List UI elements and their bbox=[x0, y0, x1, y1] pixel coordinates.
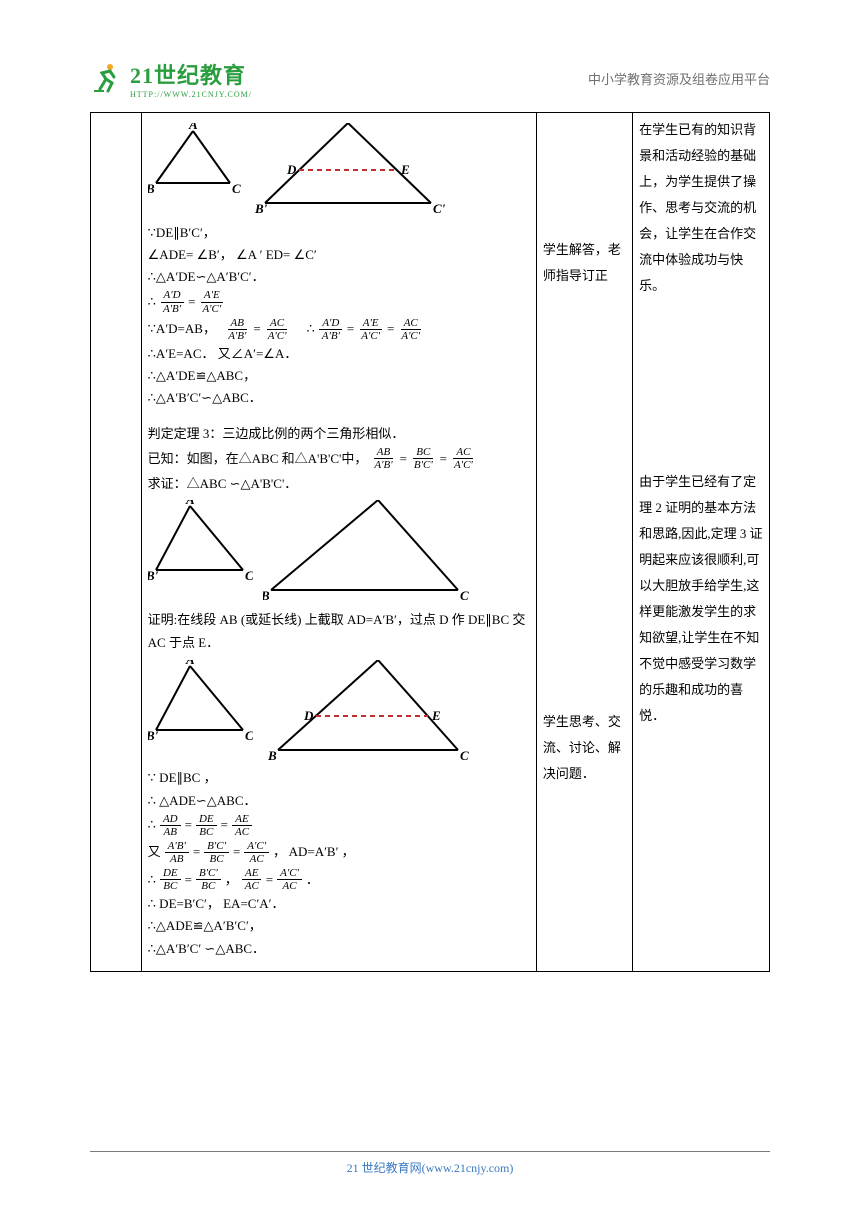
triangle-aprime-small-3: A' B' C' bbox=[148, 660, 253, 742]
svg-text:B': B' bbox=[254, 201, 268, 215]
svg-text:A: A bbox=[188, 123, 198, 132]
svg-text:A: A bbox=[373, 660, 383, 661]
triangle-abc-large-2: A B C bbox=[263, 500, 473, 600]
logo: 21世纪教育 HTTP://WWW.21CNJY.COM/ bbox=[90, 58, 252, 99]
logo-text: 21世纪教育 bbox=[130, 58, 252, 90]
figure-tri-pair-2: A' B' C' A B C bbox=[148, 500, 530, 600]
page-header: 21世纪教育 HTTP://WWW.21CNJY.COM/ 中小学教育资源及组卷… bbox=[0, 0, 860, 112]
triangle-abc-de-large-3: A B C D E bbox=[263, 660, 473, 760]
col-design-intent: 在学生已有的知识背景和活动经验的基础上，为学生提供了操作、思考与交流的机会，让学… bbox=[633, 113, 770, 972]
intent-1: 在学生已有的知识背景和活动经验的基础上，为学生提供了操作、思考与交流的机会，让学… bbox=[639, 117, 763, 299]
svg-text:C: C bbox=[460, 588, 469, 600]
svg-text:D: D bbox=[286, 162, 297, 177]
runner-icon bbox=[90, 61, 124, 95]
logo-url: HTTP://WWW.21CNJY.COM/ bbox=[130, 90, 252, 99]
proof-line: ∴△A′DE∽△A′B′C′． bbox=[148, 267, 530, 287]
col-section bbox=[91, 113, 142, 972]
given-line: 已知：如图，在△ABC 和△A'B'C'中， ABA'B' = BCB'C' =… bbox=[148, 446, 530, 471]
to-prove: 求证：△ABC ∽△A'B'C'． bbox=[148, 474, 530, 494]
svg-text:E: E bbox=[431, 708, 441, 723]
proof-line: ∴ △ADE∽△ABC． bbox=[148, 791, 530, 811]
triangle-abc-small: A B C bbox=[148, 123, 243, 193]
svg-text:B: B bbox=[263, 588, 270, 600]
proof-line: ∴△A′DE≌△ABC， bbox=[148, 366, 530, 386]
proof-line-frac: ∴ A'DA'B' = A'EA'C' bbox=[148, 289, 530, 314]
svg-text:C: C bbox=[460, 748, 469, 760]
svg-text:B': B' bbox=[148, 728, 159, 742]
svg-text:B: B bbox=[148, 181, 155, 193]
footer-rule bbox=[90, 1151, 770, 1152]
proof-line-frac: ∵A′D=AB， ABA'B' = ACA'C' ∴ A'DA'B' = A'E… bbox=[148, 317, 530, 342]
main-table: A B C A' B' C' D E ∵DE∥B′C′， ∠ADE= ∠B′， ∠A ′ E… bbox=[90, 112, 770, 972]
svg-text:A': A' bbox=[343, 123, 357, 124]
proof-line: ∴△ADE≌△A′B′C′， bbox=[148, 916, 530, 936]
proof-line-frac: ∴ DEBC = B'C'BC， AEAC = A'C'AC． bbox=[148, 867, 530, 892]
figure-tri-pair-1: A B C A' B' C' D E bbox=[148, 123, 530, 215]
proof-line: ∵DE∥B′C′， bbox=[148, 223, 530, 243]
col-content: A B C A' B' C' D E ∵DE∥B′C′， ∠ADE= ∠B′， ∠A ′ E… bbox=[141, 113, 536, 972]
col-student-activity: 学生解答，老师指导订正 学生思考、交流、讨论、解决问题． bbox=[536, 113, 632, 972]
svg-text:C: C bbox=[232, 181, 241, 193]
svg-text:E: E bbox=[400, 162, 410, 177]
figure-tri-pair-3: A' B' C' A B C D E bbox=[148, 660, 530, 760]
proof-line: 证明:在线段 AB (或延长线) 上截取 AD=A′B′，过点 D 作 DE∥B… bbox=[148, 608, 530, 655]
theorem-3: 判定定理 3：三边成比例的两个三角形相似． bbox=[148, 424, 530, 444]
activity-1: 学生解答，老师指导订正 bbox=[543, 237, 626, 289]
header-right-text: 中小学教育资源及组卷应用平台 bbox=[588, 69, 770, 88]
proof-line: ∴△A′B′C′∽△ABC． bbox=[148, 388, 530, 408]
proof-line-frac: 又 A'B'AB = B'C'BC = A'C'AC ， AD=A′B′ ， bbox=[148, 840, 530, 865]
svg-text:B: B bbox=[267, 748, 277, 760]
svg-text:C': C' bbox=[245, 568, 253, 582]
proof-line: ∴△A′B′C′ ∽△ABC． bbox=[148, 939, 530, 959]
svg-text:C': C' bbox=[245, 728, 253, 742]
proof-line: ∴A′E=AC． 又∠A′=∠A． bbox=[148, 344, 530, 364]
activity-2: 学生思考、交流、讨论、解决问题． bbox=[543, 709, 626, 787]
footer-text: 21 世纪教育网(www.21cnjy.com) bbox=[0, 1159, 860, 1176]
triangle-aprime-large: A' B' C' D E bbox=[253, 123, 448, 215]
svg-text:C': C' bbox=[433, 201, 446, 215]
proof-line-frac: ∴ ADAB = DEBC = AEAC bbox=[148, 813, 530, 838]
proof-line: ∠ADE= ∠B′， ∠A ′ ED= ∠C′ bbox=[148, 245, 530, 265]
proof-line: ∵ DE∥BC ， bbox=[148, 768, 530, 788]
svg-text:D: D bbox=[303, 708, 314, 723]
proof-line: ∴ DE=B′C′， EA=C′A′． bbox=[148, 894, 530, 914]
triangle-aprime-small-2: A' B' C' bbox=[148, 500, 253, 582]
svg-text:A': A' bbox=[185, 660, 199, 667]
svg-text:B': B' bbox=[148, 568, 159, 582]
svg-text:A': A' bbox=[185, 500, 199, 507]
svg-text:A: A bbox=[373, 500, 383, 501]
intent-2: 由于学生已经有了定理 2 证明的基本方法和思路,因此,定理 3 证明起来应该很顺… bbox=[639, 469, 763, 729]
